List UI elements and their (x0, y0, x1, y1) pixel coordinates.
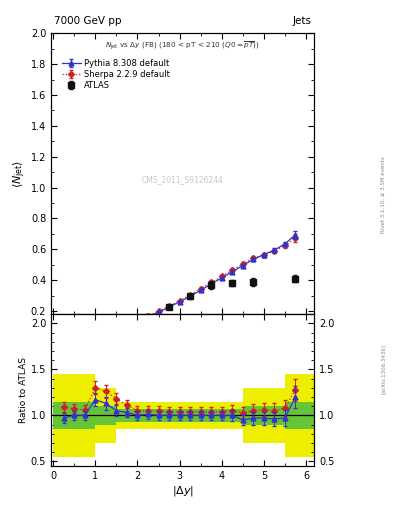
Legend: Pythia 8.308 default, Sherpa 2.2.9 default, ATLAS: Pythia 8.308 default, Sherpa 2.2.9 defau… (61, 57, 171, 92)
X-axis label: $|\Delta y|$: $|\Delta y|$ (172, 483, 194, 498)
Text: 7000 GeV pp: 7000 GeV pp (54, 16, 121, 26)
Text: [arXiv:1306.3436]: [arXiv:1306.3436] (381, 344, 386, 394)
Text: Jets: Jets (293, 16, 312, 26)
Text: Rivet 3.1.10, ≥ 3.5M events: Rivet 3.1.10, ≥ 3.5M events (381, 156, 386, 233)
Y-axis label: $\langle N_\mathrm{jet}\rangle$: $\langle N_\mathrm{jet}\rangle$ (12, 160, 28, 188)
Text: CMS_2011_S9126244: CMS_2011_S9126244 (142, 175, 224, 184)
Text: $N_\mathrm{jet}$ vs $\Delta y$ (FB) (180 < pT < 210 ($Q0=\overline{pT}$)): $N_\mathrm{jet}$ vs $\Delta y$ (FB) (180… (105, 40, 260, 53)
Y-axis label: Ratio to ATLAS: Ratio to ATLAS (19, 357, 28, 423)
